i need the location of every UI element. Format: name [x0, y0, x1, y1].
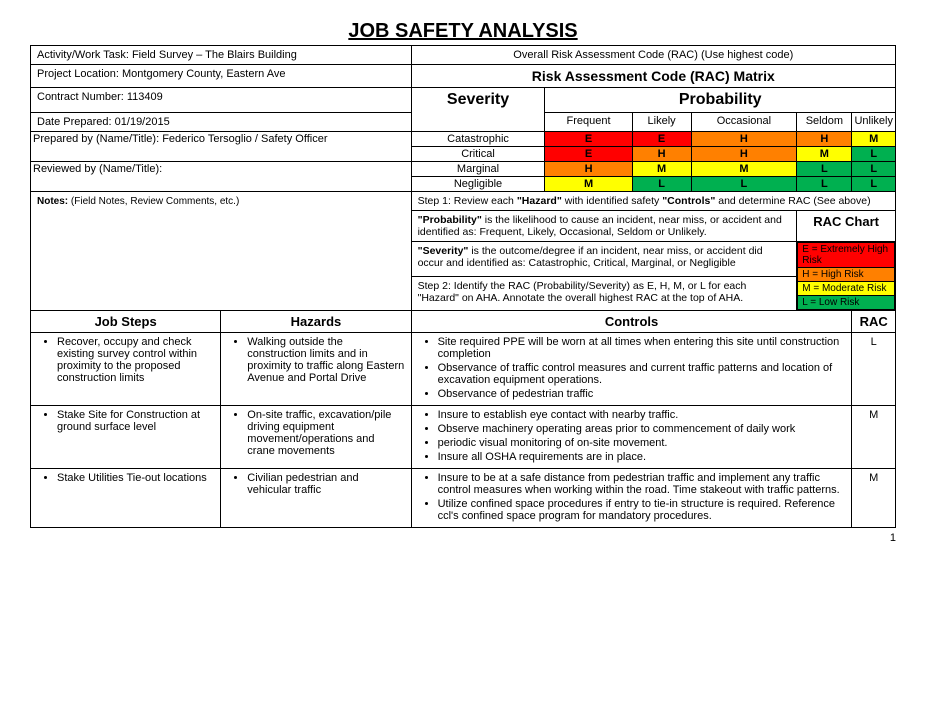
severity-header: Severity	[411, 88, 545, 132]
m14: L	[852, 147, 896, 162]
activity-label: Activity/Work Task:	[37, 49, 132, 61]
prepared-value: Federico Tersoglio / Safety Officer	[162, 133, 327, 145]
list-item: On-site traffic, excavation/pile driving…	[247, 409, 404, 457]
rac-chart-row-1: H = High Risk	[798, 268, 895, 282]
step2-cell: Step 2: Identify the RAC (Probability/Se…	[411, 276, 797, 311]
page-title: JOB SAFETY ANALYSIS	[30, 20, 896, 43]
rac-chart-row-2: M = Moderate Risk	[798, 282, 895, 296]
contract-cell: Contract Number: 113409	[31, 88, 412, 113]
notes-sub: (Field Notes, Review Comments, etc.)	[68, 196, 239, 207]
date-value: 01/19/2015	[115, 116, 170, 128]
list-item: Observe machinery operating areas prior …	[438, 423, 846, 435]
m13: M	[797, 147, 852, 162]
notes-label: Notes:	[37, 196, 68, 207]
table-cell: Civilian pedestrian and vehicular traffi…	[221, 469, 411, 528]
reviewed-cell: Reviewed by (Name/Title):	[31, 162, 412, 192]
list-item: Walking outside the construction limits …	[247, 336, 404, 384]
list-item: Stake Utilities Tie-out locations	[57, 472, 214, 484]
prepared-cell: Prepared by (Name/Title): Federico Terso…	[31, 132, 412, 162]
sev-row3: Negligible	[411, 177, 545, 192]
probcol-4: Unlikely	[852, 113, 896, 132]
table-cell: On-site traffic, excavation/pile driving…	[221, 406, 411, 469]
list-item: Observance of pedestrian traffic	[438, 388, 846, 400]
activity-cell: Activity/Work Task: Field Survey – The B…	[31, 46, 412, 65]
probcol-2: Occasional	[691, 113, 797, 132]
probcol-0: Frequent	[545, 113, 632, 132]
list-item: Insure all OSHA requirements are in plac…	[438, 451, 846, 463]
m04: M	[852, 132, 896, 147]
jobhdr-rac: RAC	[852, 311, 896, 333]
table-cell: Stake Site for Construction at ground su…	[31, 406, 221, 469]
reviewed-label: Reviewed by (Name/Title):	[33, 163, 162, 175]
m03: H	[797, 132, 852, 147]
page-number: 1	[30, 528, 896, 544]
location-label: Project Location:	[37, 68, 122, 80]
list-item: Insure to establish eye contact with nea…	[438, 409, 846, 421]
rac-chart-row-0: E = Extremely High Risk	[798, 243, 895, 268]
prob-def-cell: "Probability" is the likelihood to cause…	[411, 211, 797, 242]
sev-def-cell: "Severity" is the outcome/degree if an i…	[411, 242, 797, 277]
sev-row2: Marginal	[411, 162, 545, 177]
list-item: periodic visual monitoring of on-site mo…	[438, 437, 846, 449]
m02: H	[691, 132, 797, 147]
list-item: Civilian pedestrian and vehicular traffi…	[247, 472, 404, 496]
location-cell: Project Location: Montgomery County, Eas…	[31, 65, 412, 88]
m30: M	[545, 177, 632, 192]
list-item: Insure to be at a safe distance from ped…	[438, 472, 846, 496]
jobhdr-controls: Controls	[411, 311, 852, 333]
table-cell: Recover, occupy and check existing surve…	[31, 333, 221, 406]
probcol-1: Likely	[632, 113, 691, 132]
list-item: Observance of traffic control measures a…	[438, 362, 846, 386]
list-item: Site required PPE will be worn at all ti…	[438, 336, 846, 360]
matrix-title: Risk Assessment Code (RAC) Matrix	[411, 65, 895, 88]
rac-value: M	[852, 406, 896, 469]
probability-header: Probability	[545, 88, 896, 113]
m23: L	[797, 162, 852, 177]
jobhdr-steps: Job Steps	[31, 311, 221, 333]
table-cell: Stake Utilities Tie-out locations	[31, 469, 221, 528]
probcol-3: Seldom	[797, 113, 852, 132]
notes-cell: Notes: (Field Notes, Review Comments, et…	[31, 192, 412, 311]
m00: E	[545, 132, 632, 147]
m21: M	[632, 162, 691, 177]
sev-row0: Catastrophic	[411, 132, 545, 147]
m01: E	[632, 132, 691, 147]
m10: E	[545, 147, 632, 162]
list-item: Utilize confined space procedures if ent…	[438, 498, 846, 522]
date-label: Date Prepared:	[37, 116, 115, 128]
rac-chart-title: RAC Chart	[797, 211, 896, 242]
rac-value: L	[852, 333, 896, 406]
list-item: Recover, occupy and check existing surve…	[57, 336, 214, 384]
m32: L	[691, 177, 797, 192]
overall-rac-cell: Overall Risk Assessment Code (RAC) (Use …	[411, 46, 895, 65]
date-cell: Date Prepared: 01/19/2015	[31, 113, 412, 132]
m12: H	[691, 147, 797, 162]
jsa-table: Activity/Work Task: Field Survey – The B…	[30, 45, 896, 528]
m33: L	[797, 177, 852, 192]
rac-value: M	[852, 469, 896, 528]
contract-label: Contract Number:	[37, 91, 127, 103]
contract-value: 113409	[127, 91, 163, 103]
m20: H	[545, 162, 632, 177]
step1-cell: Step 1: Review each "Hazard" with identi…	[411, 192, 895, 211]
activity-value: Field Survey – The Blairs Building	[132, 49, 297, 61]
m24: L	[852, 162, 896, 177]
sev-row1: Critical	[411, 147, 545, 162]
rac-chart-row-3: L = Low Risk	[798, 296, 895, 310]
prepared-label: Prepared by (Name/Title):	[33, 133, 162, 145]
table-cell: Site required PPE will be worn at all ti…	[411, 333, 852, 406]
m22: M	[691, 162, 797, 177]
jobhdr-hazards: Hazards	[221, 311, 411, 333]
m31: L	[632, 177, 691, 192]
table-cell: Walking outside the construction limits …	[221, 333, 411, 406]
table-cell: Insure to be at a safe distance from ped…	[411, 469, 852, 528]
m11: H	[632, 147, 691, 162]
location-value: Montgomery County, Eastern Ave	[122, 68, 285, 80]
rac-chart-cell: E = Extremely High Risk H = High Risk M …	[797, 242, 896, 311]
table-cell: Insure to establish eye contact with nea…	[411, 406, 852, 469]
list-item: Stake Site for Construction at ground su…	[57, 409, 214, 433]
m34: L	[852, 177, 896, 192]
